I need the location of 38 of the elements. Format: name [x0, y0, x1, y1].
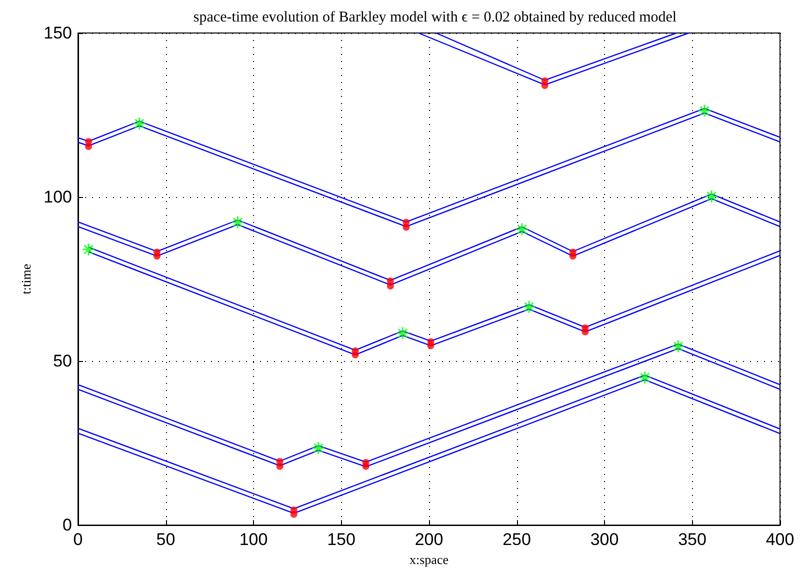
x-tick-label: 100 [239, 530, 268, 550]
y-tick-label: 150 [44, 24, 72, 42]
point [362, 462, 370, 470]
point [230, 216, 244, 230]
point [704, 190, 718, 204]
point [290, 510, 298, 518]
point [82, 242, 96, 256]
x-axis-title: x:space [410, 552, 449, 567]
y-tick-label: 0 [62, 516, 72, 535]
x-tick-label: 400 [766, 530, 794, 550]
y-tick-label: 50 [53, 352, 72, 371]
point [85, 143, 92, 150]
point [515, 222, 529, 236]
point [582, 328, 589, 336]
point [427, 342, 434, 350]
x-tick-label: 250 [502, 530, 531, 550]
point [386, 282, 394, 290]
point [569, 252, 576, 260]
y-tick-label: 100 [44, 188, 72, 207]
y-axis-title: t:time [18, 264, 34, 294]
chart-title: space-time evolution of Barkley model with ϵ = 0.02 obtained by reduced model [193, 10, 677, 26]
point [402, 224, 410, 231]
x-tick-label: 150 [327, 530, 356, 550]
x-tick-label: 350 [678, 530, 706, 550]
point [312, 441, 326, 455]
x-tick-label: 300 [590, 530, 619, 550]
point [132, 116, 146, 130]
point [276, 462, 284, 470]
point [522, 300, 536, 314]
point [396, 326, 410, 340]
point [671, 340, 685, 354]
point [638, 370, 652, 384]
point [352, 351, 359, 358]
point [153, 252, 160, 260]
point [698, 104, 712, 118]
x-tick-label: 200 [414, 530, 444, 550]
point [541, 82, 548, 89]
x-tick-label: 50 [156, 530, 176, 550]
